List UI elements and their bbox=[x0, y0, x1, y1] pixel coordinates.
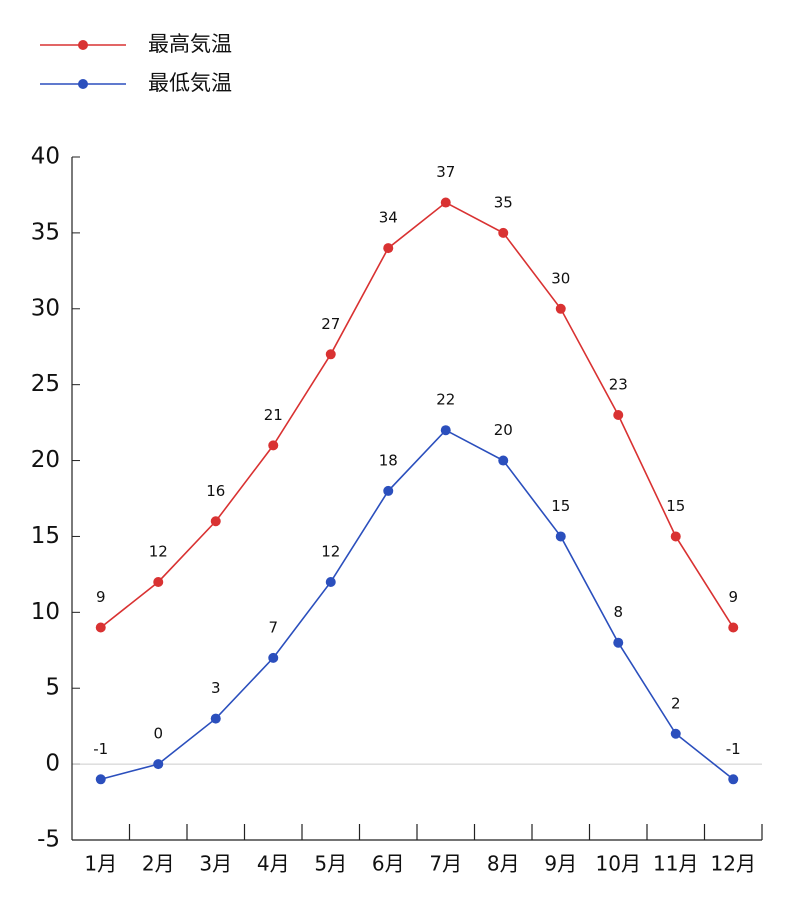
y-tick-label: 40 bbox=[31, 144, 60, 170]
x-tick-label: 9月 bbox=[544, 852, 577, 876]
x-tick-label: 1月 bbox=[84, 852, 117, 876]
x-tick-label: 8月 bbox=[487, 852, 520, 876]
legend-marker bbox=[78, 40, 88, 50]
data-point bbox=[268, 440, 279, 451]
data-label: 20 bbox=[494, 421, 513, 439]
data-point bbox=[613, 637, 624, 648]
y-tick-label: 30 bbox=[31, 295, 60, 321]
data-point bbox=[440, 197, 451, 208]
data-point bbox=[383, 485, 394, 496]
data-point bbox=[670, 728, 681, 739]
data-point bbox=[268, 652, 279, 663]
data-point bbox=[555, 531, 566, 542]
data-label: 3 bbox=[211, 679, 221, 697]
data-point bbox=[498, 455, 509, 466]
data-label: 15 bbox=[666, 497, 685, 515]
data-label: -1 bbox=[726, 740, 741, 758]
y-tick-label: 10 bbox=[31, 599, 60, 625]
data-label: 8 bbox=[613, 603, 623, 621]
data-point bbox=[153, 576, 164, 587]
x-tick-label: 2月 bbox=[142, 852, 175, 876]
data-point bbox=[383, 243, 394, 254]
x-tick-label: 5月 bbox=[314, 852, 347, 876]
data-point bbox=[153, 759, 164, 770]
data-label: -1 bbox=[93, 740, 108, 758]
data-label: 9 bbox=[728, 588, 738, 606]
data-label: 2 bbox=[671, 694, 681, 712]
data-point bbox=[210, 516, 221, 527]
x-tick-label: 11月 bbox=[653, 852, 698, 876]
x-tick-label: 6月 bbox=[372, 852, 405, 876]
data-label: 12 bbox=[149, 542, 168, 560]
data-point bbox=[670, 531, 681, 542]
data-point bbox=[613, 410, 624, 421]
data-point bbox=[210, 713, 221, 724]
data-point bbox=[728, 622, 739, 633]
data-label: 15 bbox=[551, 497, 570, 515]
data-label: 30 bbox=[551, 269, 570, 287]
data-label: 7 bbox=[268, 618, 278, 636]
data-label: 37 bbox=[436, 163, 455, 181]
y-tick-label: 0 bbox=[45, 751, 60, 777]
data-label: 27 bbox=[321, 315, 340, 333]
data-label: 9 bbox=[96, 588, 106, 606]
data-label: 34 bbox=[379, 209, 398, 227]
x-tick-label: 10月 bbox=[596, 852, 641, 876]
legend-label: 最高気温 bbox=[148, 32, 232, 56]
y-tick-label: 20 bbox=[31, 447, 60, 473]
y-tick-label: 5 bbox=[45, 675, 60, 701]
data-point bbox=[440, 425, 451, 436]
y-tick-label: -5 bbox=[37, 827, 60, 853]
x-tick-label: 12月 bbox=[711, 852, 756, 876]
data-label: 35 bbox=[494, 193, 513, 211]
data-label: 18 bbox=[379, 451, 398, 469]
data-point bbox=[498, 227, 509, 238]
data-point bbox=[325, 349, 336, 360]
data-point bbox=[555, 303, 566, 314]
series-line bbox=[100, 429, 734, 781]
data-label: 16 bbox=[206, 482, 225, 500]
data-label: 22 bbox=[436, 391, 455, 409]
data-point bbox=[95, 774, 106, 785]
x-tick-label: 4月 bbox=[257, 852, 290, 876]
data-point bbox=[728, 774, 739, 785]
data-label: 21 bbox=[264, 406, 283, 424]
y-tick-label: 25 bbox=[31, 371, 60, 397]
y-tick-label: 15 bbox=[31, 523, 60, 549]
series-line bbox=[100, 201, 734, 629]
legend-label: 最低気温 bbox=[148, 71, 232, 95]
data-point bbox=[325, 576, 336, 587]
data-point bbox=[95, 622, 106, 633]
y-tick-label: 35 bbox=[31, 219, 60, 245]
x-tick-label: 7月 bbox=[429, 852, 462, 876]
x-tick-label: 3月 bbox=[199, 852, 232, 876]
data-label: 12 bbox=[321, 542, 340, 560]
legend-marker bbox=[78, 79, 88, 89]
data-label: 0 bbox=[153, 725, 163, 743]
data-label: 23 bbox=[609, 376, 628, 394]
